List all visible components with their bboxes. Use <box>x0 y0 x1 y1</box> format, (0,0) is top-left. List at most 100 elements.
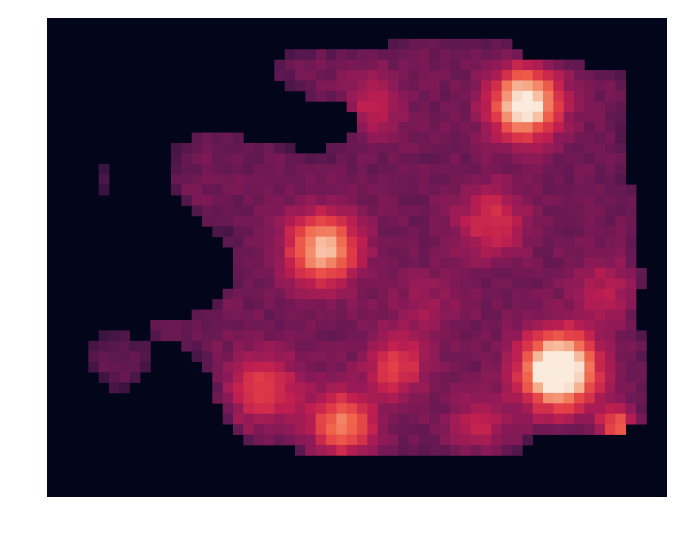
heatmap-cell <box>305 288 317 300</box>
heatmap-cell <box>367 142 379 154</box>
heatmap-cell <box>377 361 389 373</box>
heatmap-cell <box>481 236 492 248</box>
heatmap-cell <box>357 153 368 165</box>
heatmap-cell <box>346 163 358 175</box>
heatmap-cell <box>295 288 306 300</box>
heatmap-cell <box>305 153 317 165</box>
heatmap-cell <box>481 215 492 227</box>
heatmap-cell <box>460 267 472 279</box>
heatmap-cell <box>543 205 554 217</box>
heatmap-cell <box>212 361 224 373</box>
heatmap-cell <box>470 226 482 238</box>
heatmap-cell <box>264 403 275 415</box>
heatmap-cell <box>512 382 523 394</box>
heatmap-cell <box>98 351 110 363</box>
heatmap-cell <box>202 361 213 373</box>
heatmap-cell <box>388 38 399 50</box>
heatmap-cell <box>563 59 575 71</box>
heatmap-cell <box>481 372 492 383</box>
heatmap-cell <box>584 111 596 123</box>
heatmap-cell <box>625 195 637 206</box>
heatmap-cell <box>501 424 513 435</box>
heatmap-cell <box>491 434 503 446</box>
heatmap-cell <box>460 59 472 71</box>
heatmap-cell <box>326 236 337 248</box>
heatmap-cell <box>543 174 554 186</box>
heatmap-cell <box>419 319 430 331</box>
heatmap-cell <box>615 70 627 81</box>
heatmap-cell <box>346 403 358 415</box>
heatmap-cell <box>98 361 110 373</box>
heatmap-cell <box>377 226 389 238</box>
heatmap-cell <box>243 174 255 186</box>
heatmap-cell <box>284 184 296 196</box>
heatmap-cell <box>274 215 286 227</box>
heatmap-cell <box>501 38 513 50</box>
heatmap-cell <box>532 424 544 435</box>
heatmap-cell <box>233 267 244 279</box>
heatmap-cell <box>377 257 389 269</box>
heatmap-cell <box>501 101 513 113</box>
heatmap-cell <box>233 132 244 144</box>
heatmap-cell <box>625 278 637 290</box>
heatmap-cell <box>460 142 472 154</box>
heatmap-cell <box>284 382 296 394</box>
heatmap-cell <box>481 392 492 404</box>
heatmap-cell <box>501 111 513 123</box>
heatmap-cell <box>305 90 317 102</box>
heatmap-cell <box>491 413 503 425</box>
heatmap-cell <box>315 309 327 321</box>
heatmap-cell <box>408 247 420 258</box>
heatmap-cell <box>470 372 482 383</box>
heatmap-cell <box>367 80 379 92</box>
heatmap-cell <box>253 288 265 300</box>
heatmap-cell <box>439 372 451 383</box>
heatmap-cell <box>346 80 358 92</box>
heatmap-cell <box>615 122 627 133</box>
heatmap-cell <box>429 319 441 331</box>
heatmap-cell <box>605 309 616 321</box>
heatmap-cell <box>346 392 358 404</box>
heatmap-cell <box>460 309 472 321</box>
heatmap-cell <box>357 122 368 133</box>
heatmap-cell <box>408 319 420 331</box>
heatmap-cell <box>450 174 461 186</box>
heatmap-cell <box>501 413 513 425</box>
heatmap-cell <box>377 174 389 186</box>
heatmap-cell <box>357 236 368 248</box>
heatmap-cell <box>429 382 441 394</box>
heatmap-cell <box>605 174 616 186</box>
heatmap-cell <box>460 111 472 123</box>
heatmap-cell <box>553 205 565 217</box>
heatmap-cell <box>284 330 296 342</box>
heatmap-cell <box>233 215 244 227</box>
heatmap-cell <box>357 257 368 269</box>
heatmap-cell <box>605 413 616 425</box>
heatmap-cell <box>346 215 358 227</box>
heatmap-cell <box>253 340 265 352</box>
heatmap-cell <box>615 226 627 238</box>
heatmap-cell <box>295 361 306 373</box>
heatmap-cell <box>222 372 234 383</box>
heatmap-cell <box>491 319 503 331</box>
heatmap-cell <box>357 319 368 331</box>
heatmap-cell <box>388 174 399 186</box>
heatmap-cell <box>605 247 616 258</box>
heatmap-cell <box>563 236 575 248</box>
heatmap-cell <box>429 184 441 196</box>
heatmap-cell <box>388 361 399 373</box>
heatmap-cell <box>615 195 627 206</box>
heatmap-cell <box>450 299 461 310</box>
heatmap-cell <box>212 195 224 206</box>
heatmap-cell <box>295 153 306 165</box>
heatmap-cell <box>264 434 275 446</box>
heatmap-cell <box>98 330 110 342</box>
heatmap-cell <box>450 70 461 81</box>
heatmap-cell <box>305 247 317 258</box>
heatmap-cell <box>470 278 482 290</box>
heatmap-cell <box>543 111 554 123</box>
heatmap-cell <box>460 49 472 61</box>
heatmap-cell <box>284 288 296 300</box>
heatmap-cell <box>574 351 585 363</box>
heatmap-cell <box>594 236 606 248</box>
